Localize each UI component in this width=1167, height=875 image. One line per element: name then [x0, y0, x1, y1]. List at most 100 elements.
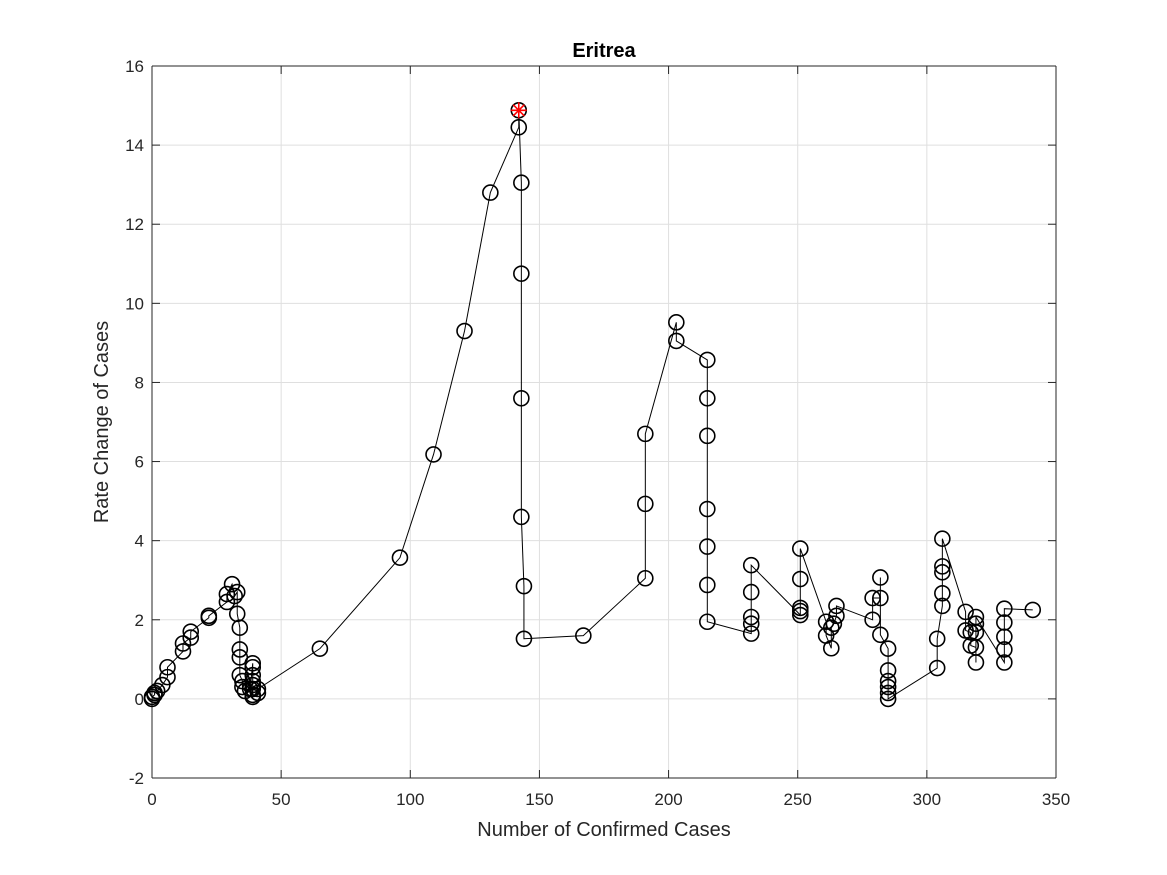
data-point	[742, 583, 760, 601]
data-point	[699, 576, 716, 594]
data-point	[791, 570, 809, 588]
data-point	[967, 654, 985, 671]
data-point	[996, 654, 1013, 671]
data-point	[822, 639, 840, 657]
data-point	[957, 603, 974, 621]
data-point	[637, 425, 654, 443]
data-point	[226, 587, 243, 605]
y-tick-label: -2	[129, 769, 144, 788]
data-point	[513, 508, 530, 526]
data-point	[828, 607, 845, 625]
data-point	[996, 641, 1013, 658]
data-point	[249, 684, 267, 702]
y-tick-label: 4	[135, 532, 144, 551]
data-point	[510, 119, 528, 136]
data-point	[182, 629, 200, 646]
x-tick-label: 350	[1042, 790, 1070, 809]
x-axis-label: Number of Confirmed Cases	[477, 819, 730, 841]
data-point	[817, 613, 835, 631]
data-point	[174, 643, 192, 660]
highlight-marker	[510, 102, 527, 119]
x-tick-label: 200	[654, 790, 682, 809]
data-point	[934, 558, 951, 575]
data-point	[699, 538, 716, 555]
data-point	[864, 611, 881, 629]
data-point	[143, 688, 161, 706]
y-tick-label: 12	[125, 215, 144, 234]
chart-title: Eritrea	[572, 40, 636, 62]
data-point	[928, 659, 946, 677]
data-point	[513, 265, 530, 282]
data-point	[879, 640, 897, 657]
x-tick-label: 100	[396, 790, 424, 809]
data-point	[699, 500, 716, 518]
x-tick-label: 150	[525, 790, 553, 809]
data-point	[244, 680, 262, 698]
data-point	[391, 549, 409, 566]
data-point	[249, 680, 267, 698]
data-point	[825, 615, 843, 633]
data-point	[699, 613, 716, 631]
data-point	[879, 684, 897, 702]
data-point	[928, 630, 946, 648]
series-line	[151, 110, 1033, 700]
data-point	[200, 607, 218, 625]
data-point	[218, 585, 236, 603]
data-point	[515, 577, 533, 595]
data-point	[231, 619, 249, 636]
y-tick-label: 14	[125, 136, 144, 155]
data-point	[1024, 601, 1042, 619]
data-point	[231, 641, 249, 658]
x-tick-label: 0	[147, 790, 156, 809]
data-point	[228, 583, 246, 601]
data-point	[934, 584, 951, 602]
x-tick-label: 50	[272, 790, 291, 809]
data-point	[159, 658, 176, 676]
data-point	[879, 690, 897, 708]
data-point	[742, 615, 760, 633]
data-point	[879, 678, 897, 696]
data-point	[699, 427, 716, 445]
data-point	[513, 389, 530, 407]
data-point	[513, 174, 530, 191]
data-point	[962, 624, 980, 641]
x-tick-label: 300	[913, 790, 941, 809]
data-point	[934, 564, 951, 581]
y-tick-label: 2	[135, 611, 144, 630]
data-point	[699, 389, 716, 407]
y-tick-label: 10	[125, 294, 144, 313]
data-point	[742, 625, 760, 642]
data-point	[182, 623, 200, 640]
data-point	[934, 597, 951, 615]
data-point	[967, 615, 985, 633]
data-point	[244, 654, 262, 672]
data-point	[791, 606, 809, 624]
data-point	[872, 569, 889, 586]
data-point	[872, 626, 889, 644]
data-point	[879, 672, 897, 690]
data-series	[143, 102, 1042, 708]
data-point	[575, 627, 592, 644]
data-point	[864, 589, 881, 607]
y-tick-label: 16	[125, 57, 144, 76]
y-tick-label: 0	[135, 690, 144, 709]
data-point	[425, 446, 442, 463]
y-tick-label: 8	[135, 373, 144, 392]
data-point	[482, 184, 499, 201]
data-point	[244, 658, 262, 676]
data-point	[791, 540, 809, 557]
data-point	[515, 630, 533, 648]
data-point	[148, 682, 166, 700]
data-point	[159, 668, 176, 686]
highlight-star-stroke	[512, 104, 525, 117]
data-point	[967, 608, 985, 626]
data-point	[872, 589, 889, 607]
data-point	[742, 608, 760, 626]
data-point	[637, 569, 654, 587]
data-point	[742, 556, 760, 574]
data-point	[996, 600, 1013, 618]
data-point	[791, 599, 809, 617]
data-point	[996, 614, 1013, 631]
data-point	[456, 322, 473, 340]
data-point	[828, 597, 845, 615]
